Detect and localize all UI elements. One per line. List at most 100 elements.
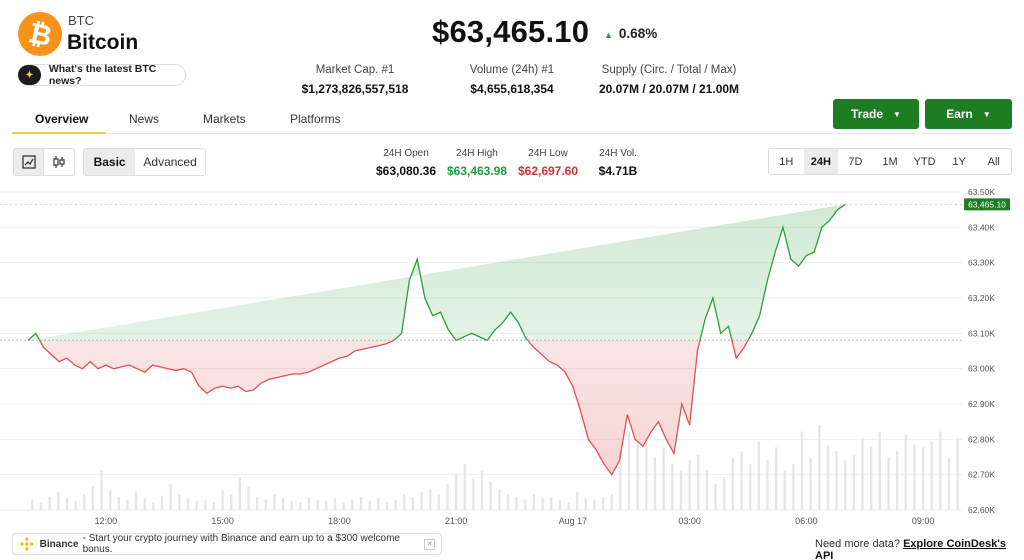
volume-bar [601, 496, 605, 510]
volume-bar [143, 498, 146, 510]
volume-bar [411, 496, 415, 510]
mode-advanced-button[interactable]: Advanced [143, 155, 197, 169]
volume-bar [722, 477, 726, 510]
volume-bar [878, 431, 882, 510]
binance-logo-icon [20, 537, 34, 551]
volume-bar [921, 447, 925, 510]
volume-bar [385, 502, 389, 510]
x-tick-label: 18:00 [328, 516, 351, 526]
volume-bar [325, 500, 328, 510]
asset-name: Bitcoin [67, 31, 139, 54]
y-tick-label: 63.20K [968, 293, 995, 303]
line-chart-toggle[interactable] [13, 148, 44, 176]
volume-bar [844, 460, 847, 510]
earn-button[interactable]: Earn ▼ [925, 99, 1012, 129]
volume-bar [800, 431, 804, 510]
volume-bar [83, 494, 86, 510]
volume-bar [818, 425, 821, 510]
volume-bar [238, 477, 242, 510]
volume-bar [247, 486, 250, 510]
volume-bar [273, 494, 276, 510]
volume-bar [290, 500, 293, 510]
area-below-baseline [28, 340, 749, 475]
range-1h-button[interactable]: 1H [779, 155, 794, 168]
range-1m-button[interactable]: 1M [882, 155, 898, 168]
bitcoin-logo-icon: ₿ [18, 12, 62, 56]
volume-bar [792, 464, 795, 510]
candlestick-icon [53, 156, 65, 168]
volume-bar [74, 500, 77, 510]
volume-bar [377, 498, 380, 510]
explore-api-link[interactable]: Explore CoinDesk's API [815, 538, 1006, 560]
volume-bar [593, 499, 596, 510]
api-promo: Need more data? Explore CoinDesk's API [815, 538, 1006, 560]
sparkle-icon: ✦ [18, 65, 41, 85]
range-ytd-button[interactable]: YTD [913, 155, 936, 168]
volume-bar [567, 502, 570, 510]
volume-bar [506, 494, 510, 510]
close-icon[interactable]: ✕ [424, 538, 435, 550]
chevron-down-icon: ▼ [982, 109, 991, 119]
volume-bar [31, 499, 34, 510]
binance-promo-banner[interactable]: Binance - Start your crypto journey with… [12, 533, 442, 555]
volume-bar [394, 499, 397, 510]
volume-bar [368, 500, 371, 510]
tab-platforms[interactable]: Platforms [290, 112, 341, 126]
volume-bar [307, 496, 311, 510]
promo-brand: Binance [39, 538, 79, 550]
volume-bar [550, 496, 553, 510]
tab-bar: Overview News Markets Platforms [12, 104, 1012, 134]
volume-bar [662, 447, 665, 510]
volume-bar [766, 460, 769, 510]
volume-bar [316, 499, 319, 510]
asset-symbol: BTC [68, 13, 94, 28]
volume-bar [697, 455, 700, 510]
volume-bar [489, 481, 492, 510]
volume-bar [774, 447, 778, 510]
volume-bar [117, 496, 121, 510]
volume-bar [869, 447, 873, 510]
mode-basic-button[interactable]: Basic [84, 149, 136, 175]
latest-news-button[interactable]: ✦ What's the latest BTC news? [18, 63, 186, 87]
volume-bar [627, 431, 631, 510]
trade-button[interactable]: Trade ▼ [833, 99, 919, 129]
range-1y-button[interactable]: 1Y [952, 155, 966, 168]
volume-bar [956, 438, 959, 510]
volume-bar [126, 499, 129, 510]
volume-bar [584, 498, 588, 510]
volume-bar [731, 457, 735, 510]
ohlc-open: 24H Open $63,080.36 [375, 148, 437, 178]
volume-bar [134, 491, 138, 510]
volume-bar [446, 483, 449, 510]
volume-bar [619, 451, 622, 510]
volume-bar [895, 451, 899, 510]
volume-bar [463, 464, 466, 510]
tab-news[interactable]: News [129, 112, 160, 126]
volume-bar [714, 483, 717, 510]
range-all-button[interactable]: All [987, 155, 1000, 168]
volume-bar [783, 470, 786, 510]
mode-switch: Basic Advanced [83, 148, 206, 176]
y-tick-label: 63.10K [968, 328, 995, 338]
y-tick-label: 62.60K [968, 505, 995, 515]
x-tick-label: 21:00 [445, 516, 468, 526]
candlestick-toggle[interactable] [44, 148, 75, 176]
volume-bar [904, 434, 907, 510]
volume-bar [48, 496, 51, 510]
tab-markets[interactable]: Markets [203, 112, 246, 126]
tab-overview[interactable]: Overview [35, 112, 89, 126]
volume-bar [160, 495, 164, 510]
volume-bar [195, 500, 198, 510]
area-above-baseline [28, 204, 846, 341]
volume-bar [221, 490, 224, 510]
chevron-down-icon: ▼ [893, 109, 901, 119]
volume-bar [39, 502, 43, 510]
y-tick-label: 62.80K [968, 434, 995, 444]
range-24h-button[interactable]: 24H [803, 149, 839, 174]
volume-bar [281, 498, 285, 510]
ohlc-high: 24H High $63,463.98 [446, 148, 508, 178]
ohlc-volume: 24H Vol. $4.71B [598, 148, 638, 178]
volume-bar [498, 489, 501, 510]
price-chart[interactable]: 63.50K 63.40K 63.30K 63.20K 63.10K 63.00K 62.9… [0, 180, 1024, 530]
range-7d-button[interactable]: 7D [848, 155, 863, 168]
